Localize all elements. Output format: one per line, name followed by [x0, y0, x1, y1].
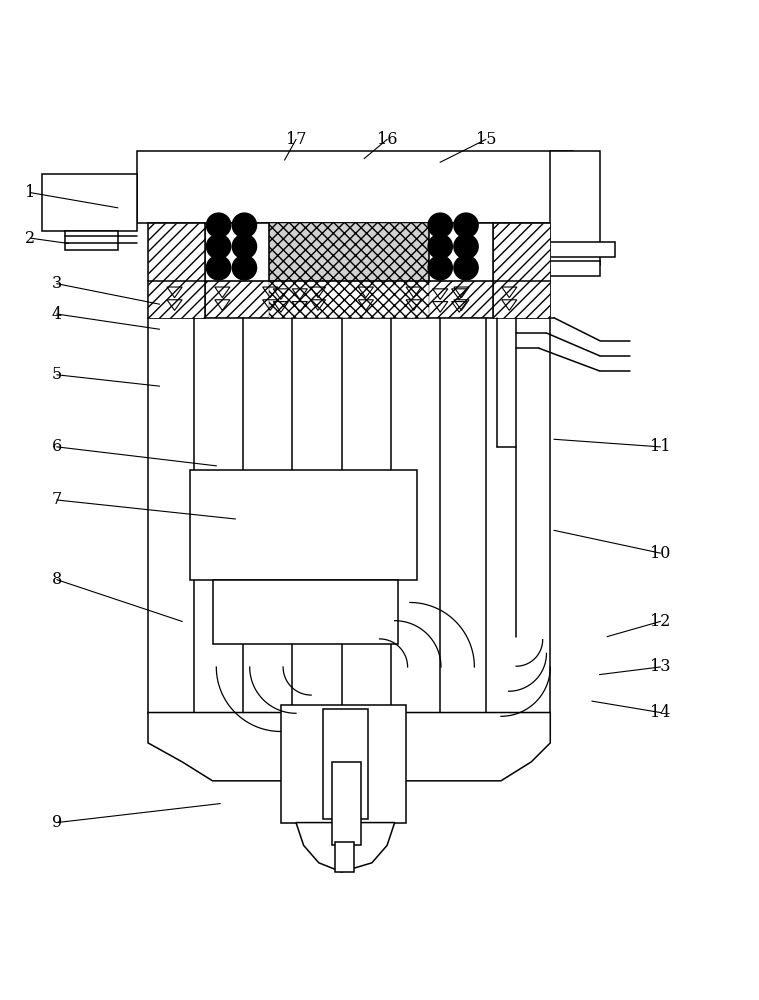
Bar [269, 281, 429, 318]
Bar [332, 762, 361, 845]
Text: 5: 5 [52, 366, 62, 383]
Bar [190, 470, 417, 580]
Bar [148, 281, 550, 318]
Text: 13: 13 [650, 658, 671, 675]
Text: 16: 16 [376, 131, 398, 148]
Circle shape [206, 256, 231, 280]
Circle shape [206, 234, 231, 259]
Bar [148, 223, 205, 318]
Text: 2: 2 [25, 230, 36, 247]
Bar [65, 231, 118, 250]
Text: 1: 1 [25, 184, 36, 201]
Circle shape [454, 234, 478, 259]
Bar [493, 223, 550, 318]
Circle shape [454, 213, 478, 237]
Polygon shape [148, 713, 550, 781]
Polygon shape [296, 823, 395, 872]
Text: 17: 17 [285, 131, 307, 148]
Text: 8: 8 [52, 571, 62, 588]
Circle shape [206, 213, 231, 237]
Text: 15: 15 [475, 131, 496, 148]
Circle shape [428, 213, 452, 237]
Circle shape [454, 256, 478, 280]
Text: 10: 10 [650, 545, 670, 562]
Bar [148, 223, 550, 318]
Text: 14: 14 [650, 704, 670, 721]
Bar [323, 709, 368, 819]
Bar [531, 261, 600, 276]
Circle shape [428, 234, 452, 259]
Circle shape [232, 234, 257, 259]
Bar [281, 705, 406, 823]
Text: 4: 4 [52, 306, 62, 323]
Bar [148, 318, 550, 713]
Text: 12: 12 [650, 613, 670, 630]
Bar [550, 151, 600, 265]
Bar [335, 842, 354, 872]
Text: 11: 11 [650, 438, 671, 455]
Circle shape [232, 213, 257, 237]
Text: 9: 9 [52, 814, 62, 831]
Circle shape [232, 256, 257, 280]
Text: 3: 3 [52, 275, 62, 292]
Bar [42, 174, 137, 231]
Circle shape [428, 256, 452, 280]
Text: 6: 6 [52, 438, 62, 455]
Text: 7: 7 [52, 491, 62, 508]
Bar [531, 242, 615, 257]
Bar [213, 580, 398, 644]
Bar [137, 151, 573, 223]
Bar [269, 223, 429, 281]
